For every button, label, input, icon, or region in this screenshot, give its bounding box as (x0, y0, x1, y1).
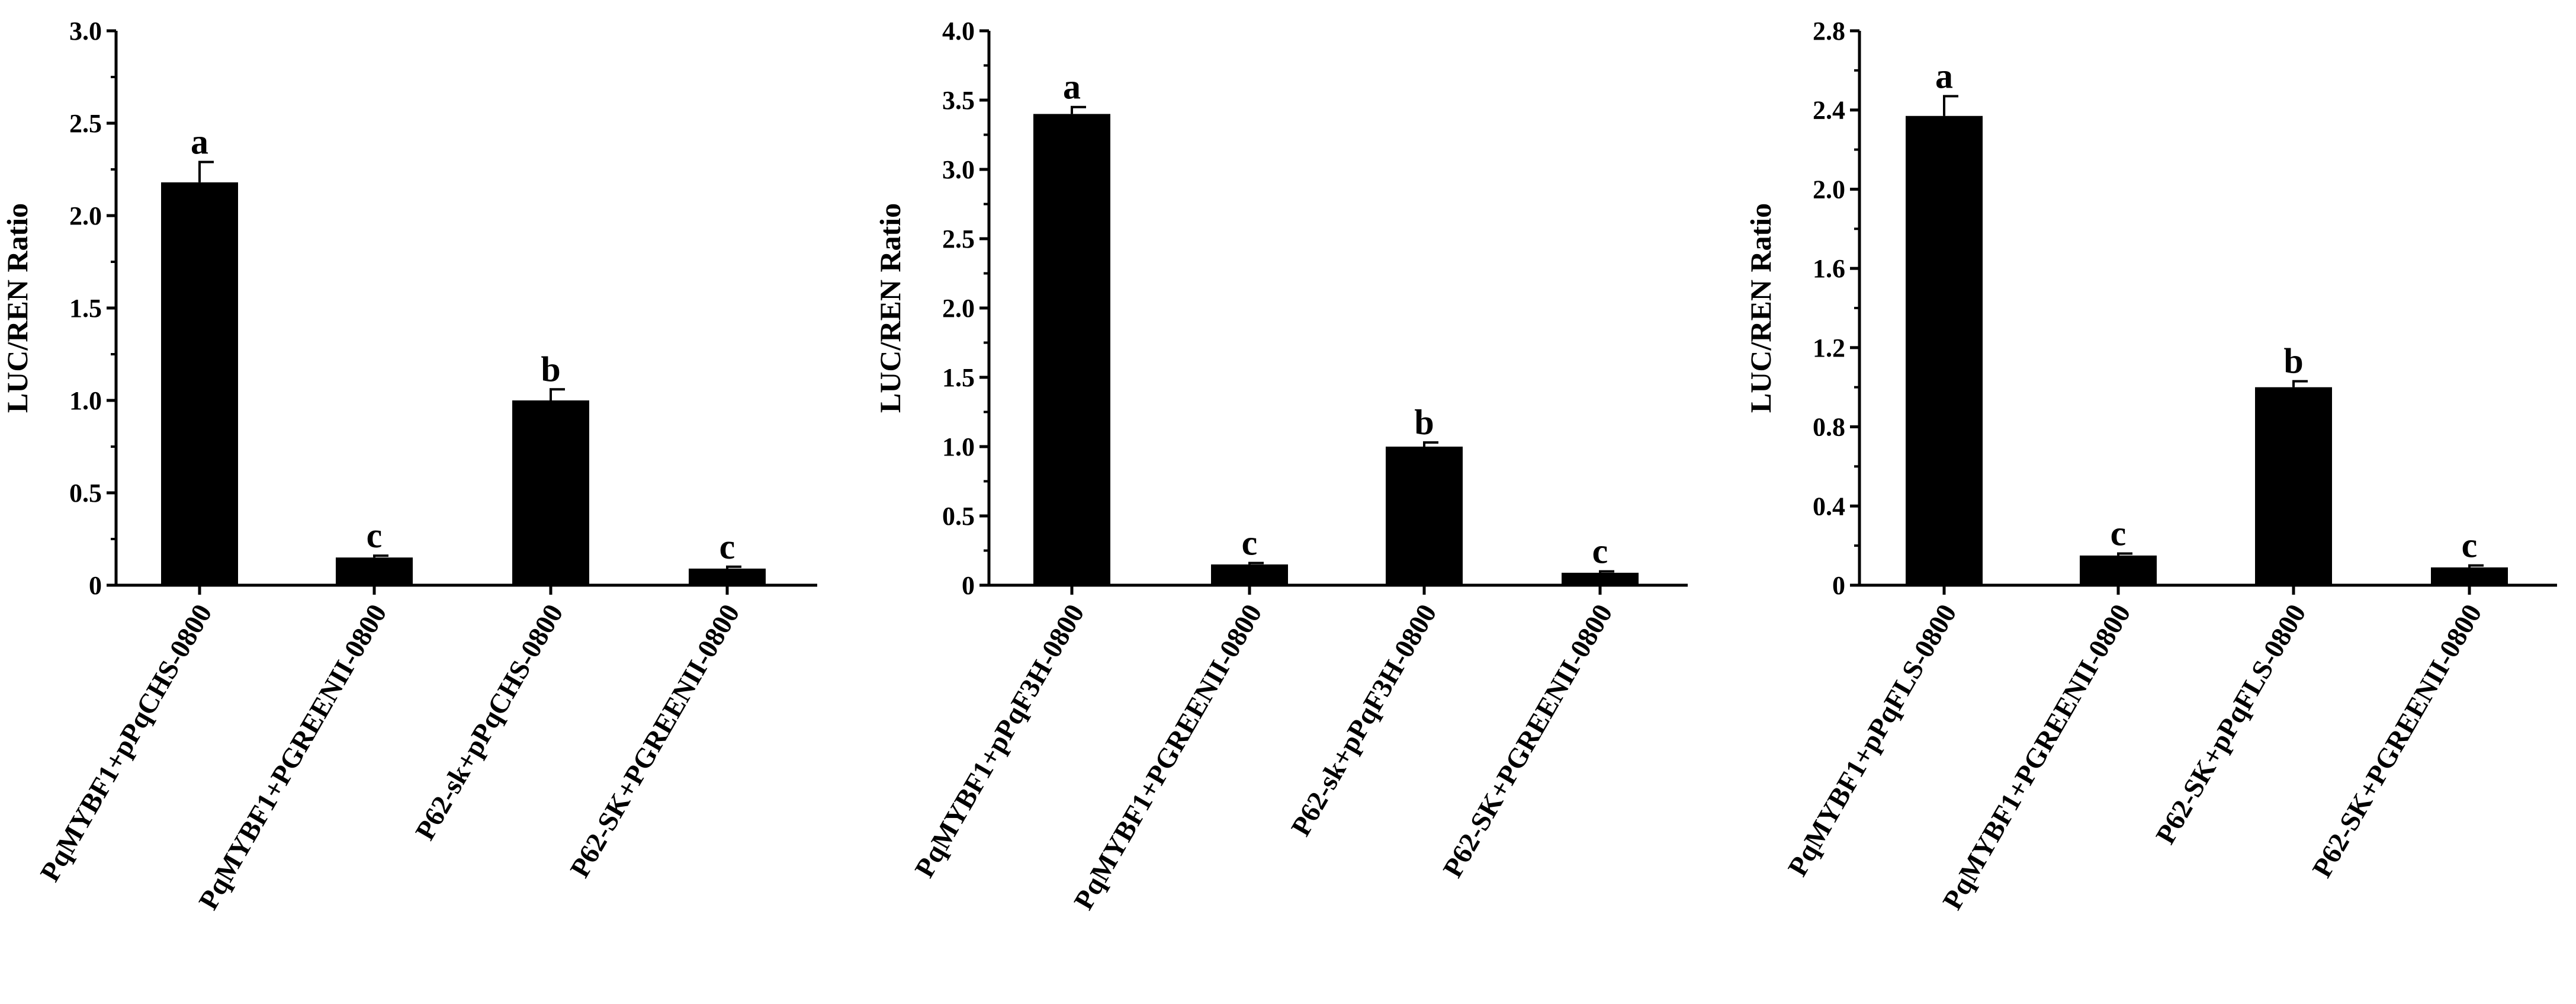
y-tick-label: 2.5 (69, 109, 102, 138)
y-tick-label: 1.5 (69, 294, 102, 323)
x-category-label: P62-SK+pPqFLS-0800 (2150, 599, 2312, 849)
bar (2080, 555, 2157, 585)
bar (1562, 572, 1639, 585)
chart-panel-3: 0 0.4 0.8 1.2 1.6 2.0 2.4 2.8 LUC/REN Ratio a PqMY… (1744, 17, 2557, 915)
bar (1211, 564, 1288, 585)
x-category-label: PqMYBF1+PGREENII-0800 (193, 599, 393, 915)
y-tick-label: 2.8 (1813, 17, 1845, 46)
bar (1906, 116, 1983, 585)
significance-label: b (541, 349, 560, 389)
y-axis-title: LUC/REN Ratio (1744, 203, 1777, 413)
x-category-label: P62-sk+pPqCHS-0800 (410, 599, 570, 846)
x-category-label: P62-sk+pPqF3H-0800 (1286, 599, 1443, 842)
bar (1386, 447, 1463, 585)
significance-label: a (1935, 56, 1953, 95)
significance-label: a (1063, 68, 1081, 107)
x-category-label: P62-SK+PGREENII-0800 (1437, 599, 1618, 883)
y-tick-label: 2.0 (942, 294, 975, 323)
significance-label: c (1592, 532, 1608, 571)
significance-label: c (720, 527, 735, 566)
bar (689, 568, 766, 585)
y-tick-label: 1.2 (1813, 333, 1845, 363)
y-tick-label: 1.0 (942, 432, 975, 461)
x-category-label: PqMYBF1+pPqCHS-0800 (34, 599, 218, 887)
bar (1033, 114, 1110, 585)
significance-label: c (1242, 524, 1258, 563)
y-tick-label: 3.0 (942, 155, 975, 184)
y-tick-label: 1.0 (69, 386, 102, 415)
y-tick-label: 3.5 (942, 86, 975, 115)
bar (512, 400, 589, 585)
significance-label: b (2283, 342, 2303, 381)
x-category-label: PqMYBF1+PGREENII-0800 (1068, 599, 1268, 915)
y-tick-label: 0.5 (942, 502, 975, 531)
y-tick-label: 0 (962, 571, 975, 600)
x-category-label: P62-SK+PGREENII-0800 (564, 599, 746, 883)
chart-panel-2: 0 0.5 1.0 1.5 2.0 2.5 3.0 3.5 4.0 LUC/REN Ratio a P… (873, 17, 1688, 915)
y-tick-label: 2.0 (69, 201, 102, 230)
y-tick-label: 2.0 (1813, 175, 1845, 204)
x-category-label: PqMYBF1+pPqF3H-0800 (909, 599, 1090, 883)
x-category-label: PqMYBF1+PGREENII-0800 (1937, 599, 2137, 915)
y-tick-label: 1.5 (942, 363, 975, 392)
significance-label: a (191, 123, 208, 162)
y-tick-label: 0.5 (69, 479, 102, 508)
y-tick-label: 0 (89, 571, 102, 600)
bar (161, 182, 238, 586)
y-tick-label: 2.4 (1813, 96, 1845, 125)
y-tick-label: 0.8 (1813, 413, 1845, 442)
y-tick-label: 2.5 (942, 224, 975, 254)
significance-label: c (2111, 514, 2127, 553)
y-tick-label: 1.6 (1813, 254, 1845, 283)
y-tick-label: 0 (1832, 571, 1845, 600)
significance-label: b (1414, 403, 1434, 442)
y-axis-title: LUC/REN Ratio (1, 203, 34, 413)
x-category-label: PqMYBF1+pPqFLS-0800 (1782, 599, 1962, 882)
y-tick-label: 3.0 (69, 17, 102, 46)
significance-label: c (367, 516, 383, 555)
chart-panel-1: 0 0.5 1.0 1.5 2.0 2.5 3.0 LUC/REN Ratio a PqMYBF1… (1, 17, 817, 915)
significance-label: c (2462, 526, 2478, 565)
x-category-label: P62-SK+PGREENII-0800 (2307, 599, 2488, 883)
y-axis-title: LUC/REN Ratio (873, 203, 907, 413)
y-tick-label: 0.4 (1813, 492, 1845, 521)
y-tick-label: 4.0 (942, 17, 975, 46)
bar (336, 557, 413, 585)
bar (2255, 387, 2332, 585)
bar (2431, 567, 2508, 585)
